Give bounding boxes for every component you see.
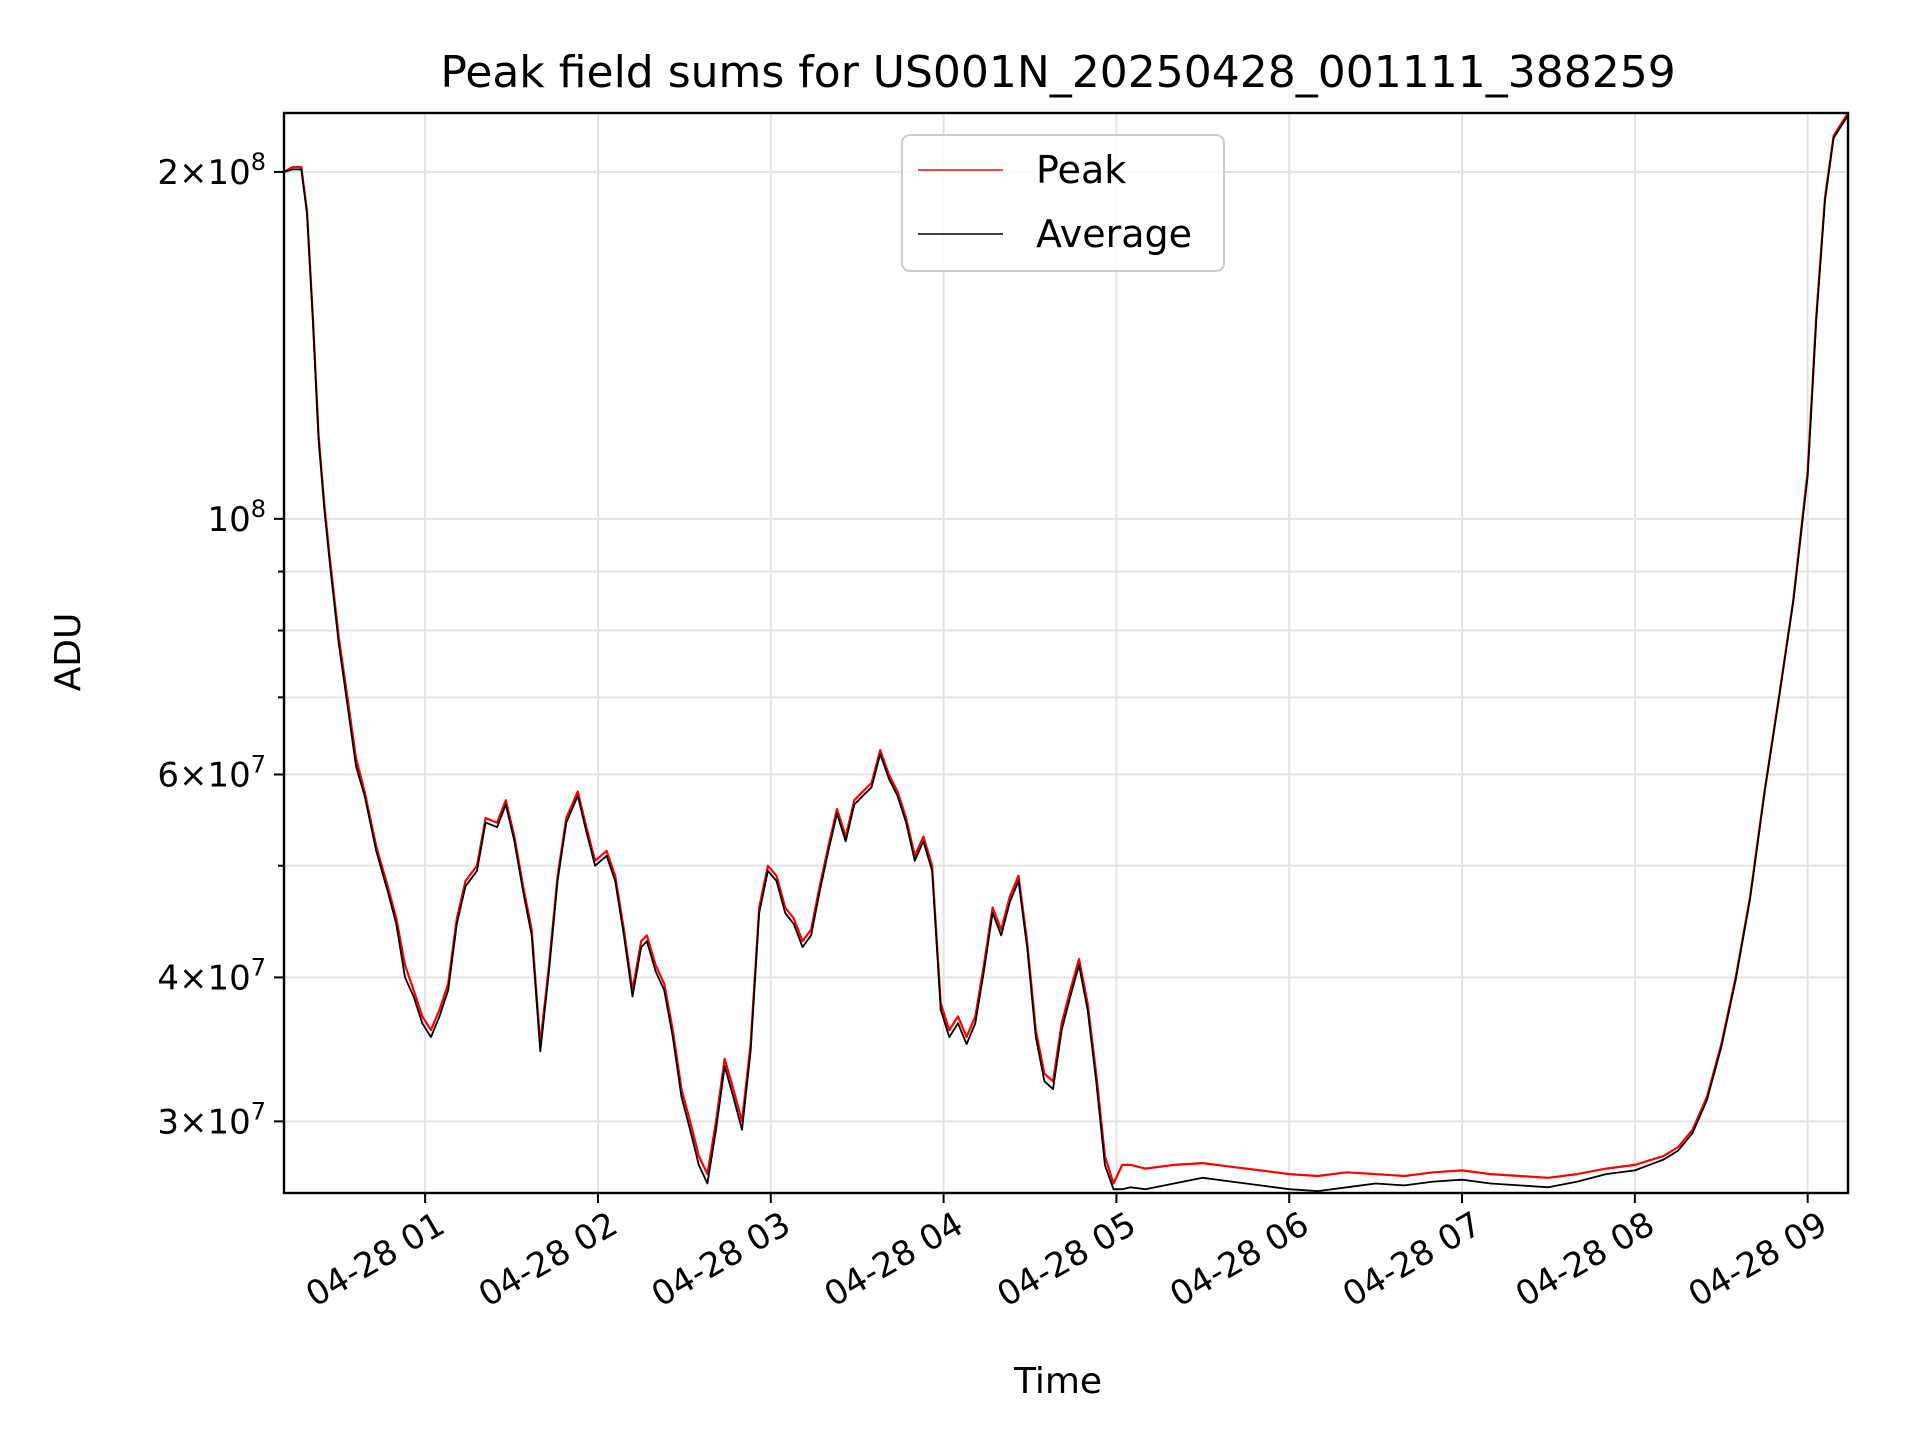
legend: Peak Average xyxy=(901,134,1225,272)
y-axis-ticks: 108 2×108 3×107 4×107 6×107 xyxy=(157,148,284,1142)
x-axis-label: Time xyxy=(1013,1361,1102,1402)
y-tick-label: 4×107 xyxy=(157,953,266,998)
legend-label-peak: Peak xyxy=(1036,148,1126,192)
series-line-peak xyxy=(284,113,1848,1185)
legend-label-average: Average xyxy=(1036,212,1192,256)
y-tick-label: 3×107 xyxy=(157,1097,266,1142)
y-axis-label: ADU xyxy=(48,613,89,692)
y-tick-label: 6×107 xyxy=(157,750,266,795)
plot-frame xyxy=(282,111,1850,1195)
y-tick-label: 108 xyxy=(207,495,266,540)
legend-box xyxy=(901,134,1225,272)
series-lines xyxy=(284,113,1848,1192)
series-line-average xyxy=(284,114,1848,1192)
y-tick-label: 2×108 xyxy=(157,148,266,193)
chart-title: Peak field sums for US001N_20250428_0011… xyxy=(440,47,1675,98)
